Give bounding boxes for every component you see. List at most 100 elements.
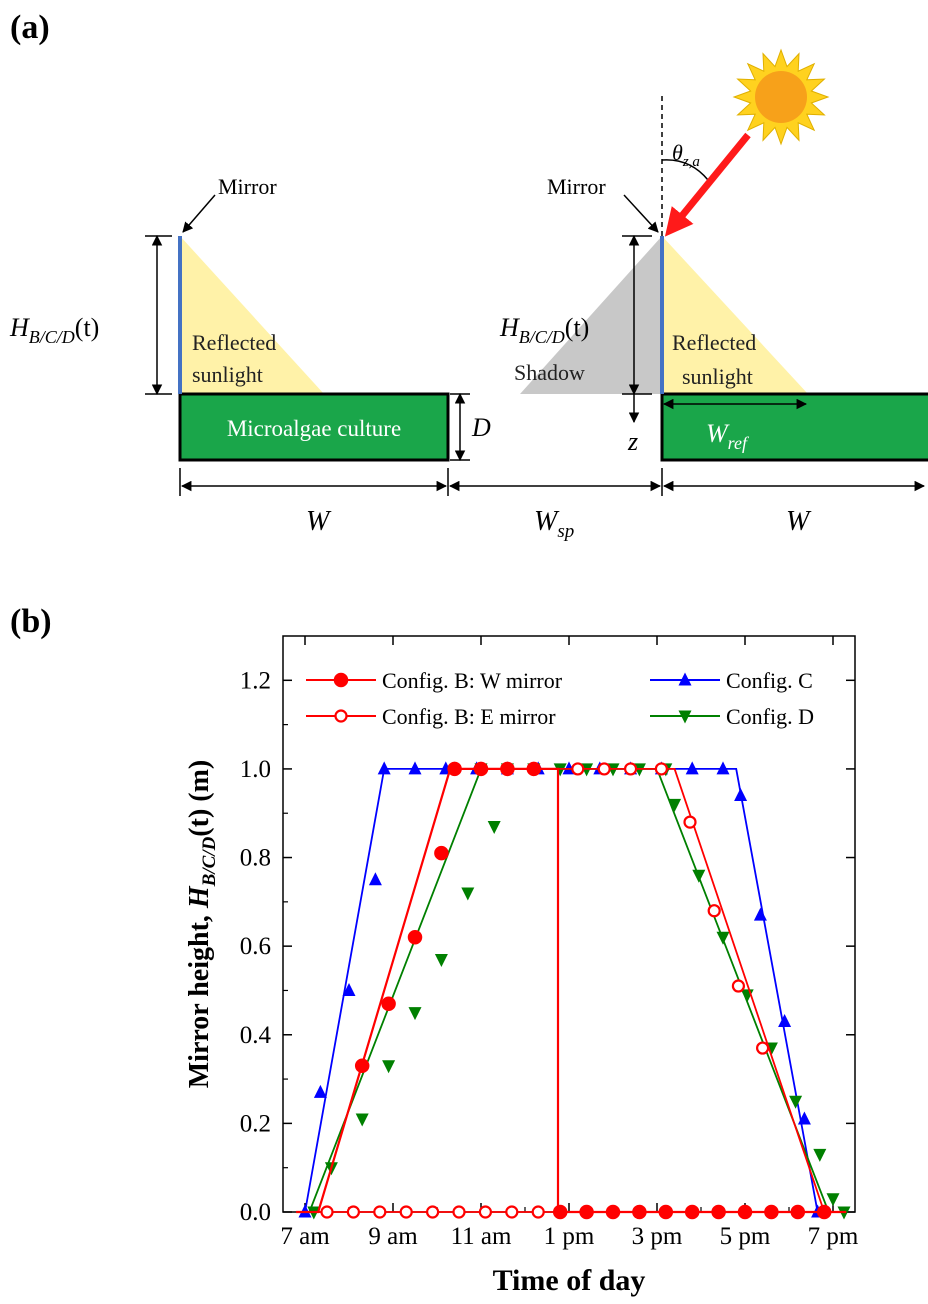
legend-label: Config. B: E mirror [382, 704, 556, 729]
right-width-label: W [786, 506, 812, 537]
series-2 [296, 761, 847, 1218]
data-point [500, 761, 515, 777]
series-line [296, 768, 847, 1213]
series-line [296, 768, 847, 1213]
x-tick-label: 7 am [280, 1223, 330, 1250]
y-tick-label: 0.6 [240, 933, 271, 960]
data-point [452, 1205, 466, 1219]
data-point [426, 1205, 440, 1219]
x-tick-label: 1 pm [544, 1223, 595, 1250]
data-point [346, 1205, 360, 1219]
zenith-arc [661, 159, 709, 181]
y-tick-label: 0.0 [240, 1199, 271, 1226]
legend-entry: Config. D [650, 704, 814, 729]
data-point [408, 761, 422, 775]
data-point [789, 1095, 803, 1109]
data-point [354, 1058, 370, 1074]
data-point [684, 1204, 700, 1220]
y-axis-label: Mirror height, HB/C/D(t) (m) [184, 760, 220, 1089]
left-culture-pond [178, 392, 450, 462]
data-point [381, 996, 396, 1012]
data-point [755, 1041, 770, 1055]
depth-label: D [471, 413, 491, 442]
panel-a: (a) Mirror HB/C/D(t) Reflected sunlight … [9, 9, 928, 542]
left-reflected-line1: Reflected [192, 330, 276, 355]
data-point [473, 761, 489, 777]
left-width-label: W [306, 506, 332, 537]
data-point [355, 1113, 369, 1127]
zenith-label: θz,a [672, 140, 700, 170]
y-tick-label: 1.2 [240, 667, 271, 694]
data-point [407, 930, 423, 945]
x-tick-label: 5 pm [720, 1223, 771, 1250]
series-1 [296, 762, 847, 1219]
right-reflected-line1: Reflected [672, 330, 756, 355]
data-point [399, 1205, 413, 1219]
data-point [632, 1204, 647, 1220]
data-point [816, 1204, 832, 1220]
data-point [623, 762, 638, 776]
data-point [334, 709, 348, 723]
x-tick-label: 7 pm [808, 1223, 859, 1250]
width-dimensions: W Wsp W [179, 468, 926, 542]
data-point [753, 907, 767, 921]
data-point [692, 869, 706, 883]
data-point [826, 1193, 840, 1207]
data-point [579, 1204, 594, 1220]
right-mirror-label: Mirror [547, 174, 606, 199]
data-point [531, 1205, 545, 1219]
left-reflected-light [180, 236, 324, 394]
data-point [313, 1084, 327, 1098]
data-point [487, 821, 501, 835]
mirror-height-chart: 7 am 9 am 11 am 1 pm 3 pm 5 pm 7 pm 0.0 0.2 0.4 0.… [184, 635, 859, 1297]
x-axis-label: Time of day [493, 1264, 646, 1297]
data-point [797, 1111, 811, 1125]
data-point [571, 762, 585, 776]
legend-label: Config. D [726, 704, 814, 729]
data-point [678, 710, 692, 724]
data-point [552, 1204, 568, 1220]
data-point [461, 887, 475, 901]
data-point [597, 762, 611, 776]
series-line [296, 767, 847, 1214]
data-point [320, 1205, 334, 1219]
right-reflected-line2: sunlight [682, 364, 753, 389]
legend-entry: Config. B: W mirror [306, 668, 563, 693]
data-point [658, 1204, 674, 1220]
data-point [813, 1148, 827, 1162]
data-point [668, 798, 682, 812]
spacing-label: Wsp [534, 506, 574, 542]
x-tick-label: 9 am [368, 1223, 418, 1250]
data-point [731, 979, 746, 993]
data-point [764, 1204, 779, 1220]
data-point [685, 761, 699, 775]
data-point [716, 761, 730, 775]
data-point [382, 1060, 396, 1074]
legend-label: Config. B: W mirror [382, 668, 563, 693]
left-reflected-line2: sunlight [192, 362, 263, 387]
right-reflected-light [662, 236, 808, 394]
panel-b: (b) 7 am 9 am 11 am 1 pm 3 pm 5 pm 7 pm 0.0 0.2 0… [10, 603, 859, 1297]
series-line [296, 768, 847, 1213]
left-mirror-pointer [182, 194, 216, 233]
x-tick-label: 3 pm [632, 1223, 683, 1250]
data-point [737, 1204, 753, 1220]
sun-core [755, 71, 807, 123]
data-point [716, 931, 730, 945]
panel-a-label: (a) [10, 9, 50, 46]
legend-entry: Config. B: E mirror [306, 704, 556, 729]
legend-label: Config. C [726, 668, 813, 693]
data-point [434, 845, 449, 861]
data-point [734, 788, 748, 802]
data-point [333, 672, 349, 688]
legend-entry: Config. C [650, 668, 813, 693]
right-shadow [520, 236, 662, 394]
data-point [373, 1205, 387, 1219]
panel-b-label: (b) [10, 603, 52, 640]
data-point [707, 904, 721, 918]
sun-icon [732, 48, 830, 146]
data-point [683, 815, 697, 829]
wref-label: Wref [706, 419, 750, 453]
series-0 [296, 761, 847, 1220]
